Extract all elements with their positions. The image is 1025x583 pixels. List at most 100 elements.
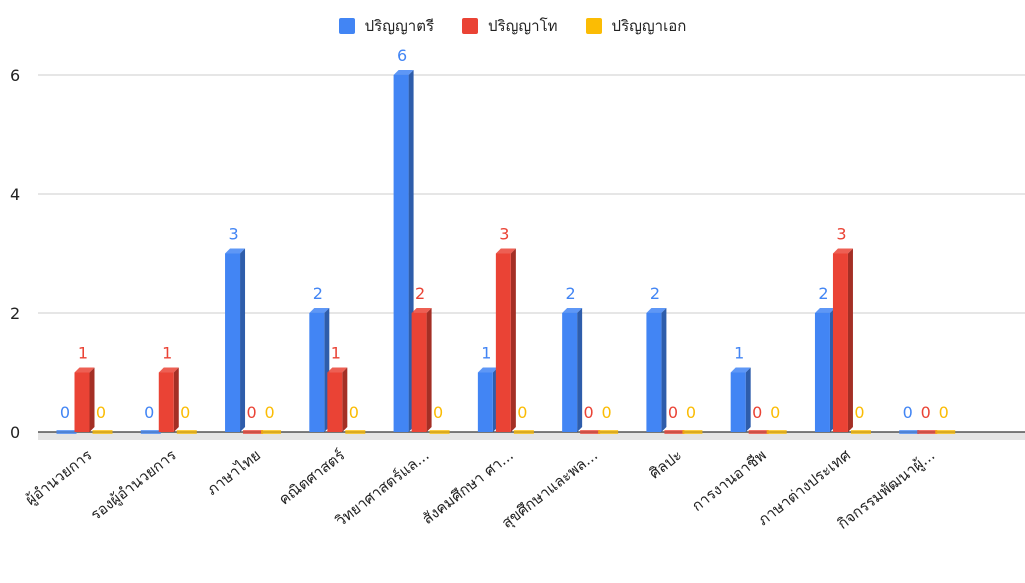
data-label-1-10: 0: [921, 403, 931, 422]
data-label-2-10: 0: [939, 403, 949, 422]
data-label-0-3: 2: [313, 284, 323, 303]
bar-1-9: [832, 253, 848, 432]
bar-0-3: [309, 313, 325, 432]
data-label-0-1: 0: [144, 403, 154, 422]
bar-top-1-4: [411, 308, 432, 313]
data-label-1-4: 2: [415, 284, 425, 303]
bar-top-1-3: [327, 367, 348, 373]
data-label-1-9: 3: [836, 225, 846, 244]
bar-top-0-3: [309, 308, 330, 313]
data-label-0-10: 0: [903, 403, 913, 422]
bar-side-0-8: [745, 367, 751, 432]
bar-1-8: [748, 430, 769, 434]
bar-0-9: [814, 313, 830, 432]
bar-1-1: [158, 372, 174, 432]
bar-top-1-9: [832, 248, 853, 254]
bar-top-0-9: [814, 308, 835, 313]
legend-swatch-bachelor: [338, 18, 355, 34]
data-label-2-1: 0: [180, 403, 190, 422]
data-label-1-2: 0: [246, 403, 256, 422]
bar-0-0: [56, 430, 77, 434]
bar-side-0-6: [577, 308, 583, 432]
bar-1-6: [580, 430, 601, 434]
bar-side-1-4: [426, 308, 432, 432]
data-label-1-7: 0: [668, 403, 678, 422]
bar-side-1-3: [342, 367, 348, 432]
bar-top-0-6: [562, 308, 583, 313]
bar-2-3: [345, 430, 366, 434]
x-tick-label-7: ศิลปะ: [646, 446, 686, 483]
legend-label-bachelor: ปริญญาตรี: [364, 17, 435, 35]
bar-2-4: [429, 430, 450, 434]
x-tick-label-1: รองผู้อำนวยการ: [87, 446, 180, 524]
legend-item-doctorate[interactable]: ปริญญาเอก: [585, 14, 687, 38]
data-label-2-9: 0: [854, 403, 864, 422]
data-label-2-3: 0: [349, 403, 359, 422]
y-tick-label-0: 0: [10, 423, 20, 442]
legend-item-master[interactable]: ปริญญาโท: [462, 14, 558, 38]
data-label-2-2: 0: [264, 403, 274, 422]
data-label-2-0: 0: [96, 403, 106, 422]
bar-2-10: [935, 430, 956, 434]
bar-1-5: [495, 253, 511, 432]
bar-2-7: [682, 430, 703, 434]
bar-top-0-7: [646, 308, 667, 313]
x-tick-label-3: คณิตศาสตร์: [275, 446, 348, 509]
legend-item-bachelor[interactable]: ปริญญาตรี: [338, 14, 435, 38]
data-label-2-5: 0: [517, 403, 527, 422]
x-tick-label-8: การงานอาชีพ: [688, 446, 769, 515]
data-label-0-9: 2: [818, 284, 828, 303]
data-label-2-6: 0: [602, 403, 612, 422]
bar-1-10: [917, 430, 938, 434]
bar-top-0-2: [225, 248, 246, 254]
bar-side-1-5: [510, 248, 516, 432]
data-label-0-5: 1: [481, 344, 491, 363]
data-label-0-4: 6: [397, 46, 407, 65]
bar-2-9: [850, 430, 871, 434]
data-label-2-4: 0: [433, 403, 443, 422]
x-tick-label-0: ผู้อำนวยการ: [22, 446, 96, 509]
data-label-1-0: 1: [78, 344, 88, 363]
bar-1-2: [243, 430, 264, 434]
data-label-0-6: 2: [566, 284, 576, 303]
bar-side-0-2: [240, 248, 246, 432]
data-label-1-6: 0: [584, 403, 594, 422]
bar-2-0: [92, 430, 113, 434]
bar-1-3: [327, 372, 343, 432]
legend-swatch-doctorate: [585, 18, 602, 34]
bar-2-8: [766, 430, 787, 434]
data-label-1-8: 0: [752, 403, 762, 422]
bar-1-7: [664, 430, 685, 434]
x-tick-label-2: ภาษาไทย: [203, 446, 264, 499]
y-tick-label-6: 6: [10, 66, 20, 85]
bar-1-0: [74, 372, 90, 432]
data-label-1-5: 3: [499, 225, 509, 244]
bar-top-0-5: [477, 367, 498, 373]
data-label-0-8: 1: [734, 344, 744, 363]
bar-0-5: [477, 372, 493, 432]
bar-side-1-0: [89, 367, 95, 432]
chart-legend: ปริญญาตรี ปริญญาโท ปริญญาเอก: [0, 14, 1025, 38]
bar-0-4: [393, 75, 409, 432]
bar-2-1: [176, 430, 197, 434]
legend-label-doctorate: ปริญญาเอก: [611, 17, 687, 35]
bar-top-1-1: [158, 367, 179, 373]
bar-0-7: [646, 313, 662, 432]
bar-top-1-5: [495, 248, 516, 254]
data-label-2-7: 0: [686, 403, 696, 422]
legend-swatch-master: [462, 18, 479, 34]
bar-0-10: [899, 430, 920, 434]
bar-0-6: [562, 313, 578, 432]
bar-2-5: [513, 430, 534, 434]
bar-2-2: [261, 430, 282, 434]
bar-2-6: [598, 430, 619, 434]
legend-label-master: ปริญญาโท: [488, 17, 558, 35]
bar-0-8: [730, 372, 746, 432]
bar-side-1-9: [847, 248, 853, 432]
bar-top-1-0: [74, 367, 95, 373]
bar-top-0-8: [730, 367, 751, 373]
bar-side-1-1: [173, 367, 179, 432]
data-label-0-7: 2: [650, 284, 660, 303]
data-label-2-8: 0: [770, 403, 780, 422]
